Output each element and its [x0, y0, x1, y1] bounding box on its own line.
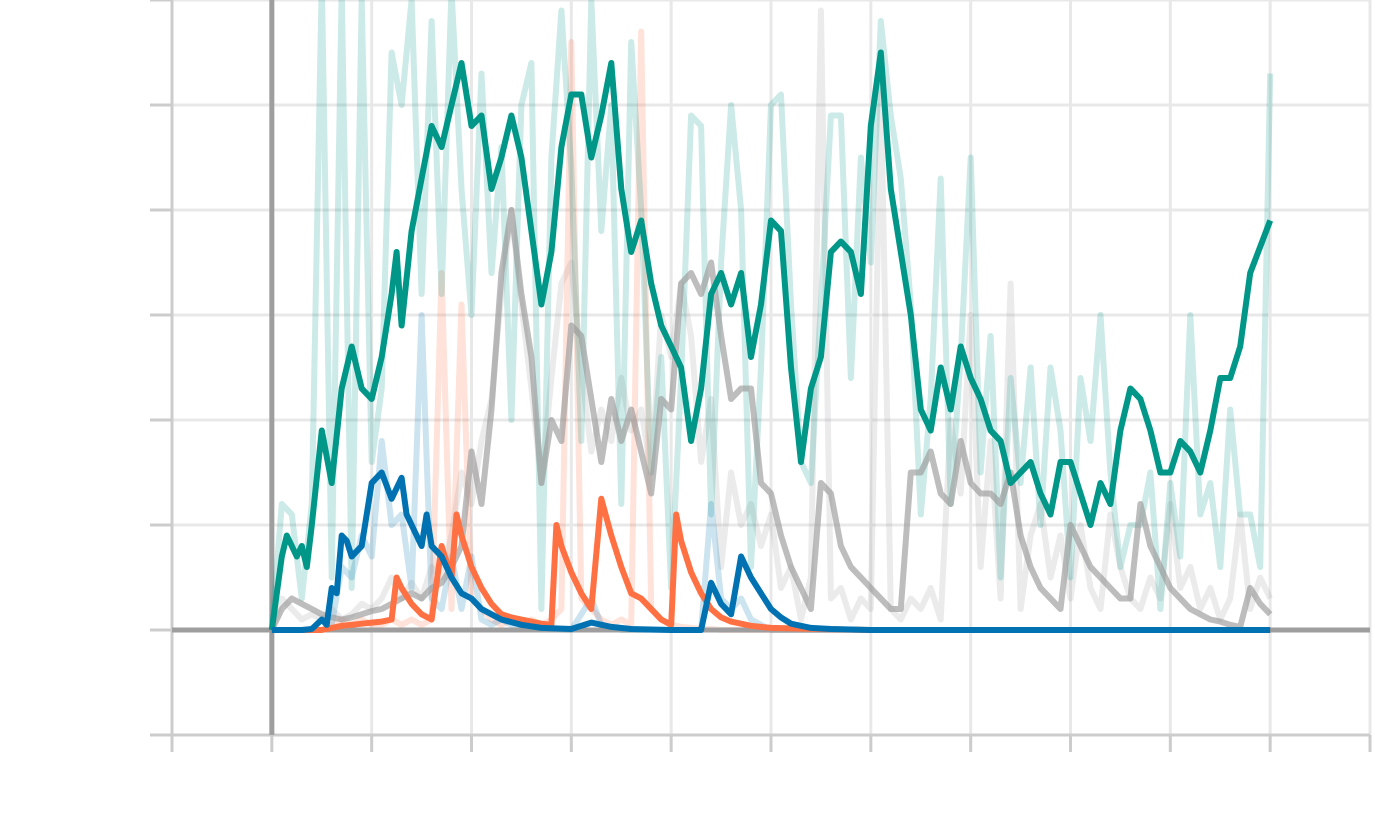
smoothed-series-line — [271, 469, 1271, 633]
smoothed-series-line — [271, 495, 1271, 633]
smoothed-series-line — [268, 49, 1274, 631]
raw-series-line — [268, 0, 1274, 631]
smoothed-series-layer — [268, 49, 1274, 633]
